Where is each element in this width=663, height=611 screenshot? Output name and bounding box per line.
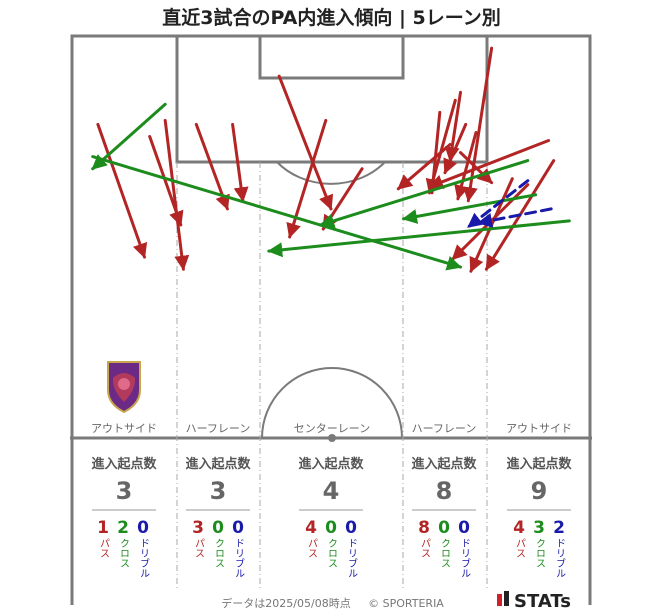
lane-stat-outside-right: 進入起点数 9 4 3 2 パス クロス ドリブル [506,456,572,578]
cross-arrow [267,219,571,258]
pass-label: パス [98,538,110,558]
pass-count: 8 [418,518,430,538]
pass-arrow [96,122,148,259]
pass-arrow [427,139,551,189]
cross-arrow [319,159,530,229]
pass-label: パス [514,538,526,558]
cross-label: クロス [213,538,224,568]
lane-stat-half-left: 進入起点数 3 3 0 0 パス クロス ドリブル [185,456,251,578]
cross-count: 0 [325,518,337,538]
lane-name: ハーフレーン [186,422,251,435]
center-spot [328,434,336,442]
lane-name: センターレーン [294,422,370,435]
dribble-label: ドリブル [346,538,358,578]
pass-count: 3 [192,518,204,538]
pass-arrow [396,143,452,191]
chart-title: 直近3試合のPA内進入傾向 | 5レーン別 [162,6,501,29]
dribble-count: 0 [458,518,470,538]
arrow-layer [91,46,571,273]
stat-count: 4 [323,477,340,505]
lane-stat-center: 進入起点数 4 4 0 0 パス クロス ドリブル [298,456,364,578]
cross-count: 3 [533,518,545,538]
lane-name: アウトサイド [91,422,157,435]
penalty-area [175,34,489,164]
cross-count: 0 [438,518,450,538]
cross-label: クロス [534,538,545,568]
lane-names: アウトサイド ハーフレーン センターレーン ハーフレーン アウトサイド [91,422,572,435]
pass-label: パス [306,538,318,558]
pass-arrow [277,74,334,211]
dribble-label: ドリブル [459,538,471,578]
stat-count: 9 [531,477,548,505]
pass-arrow [163,118,190,271]
pass-arrow [444,90,462,163]
dribble-arrow [466,179,530,229]
dribble-label: ドリブル [554,538,566,578]
stat-label: 進入起点数 [506,456,572,472]
lane-stat-outside-left: 進入起点数 3 1 2 0 パス クロス ドリブル [91,456,157,578]
brand-name: STATs [514,591,571,611]
cross-arrow [402,193,538,224]
stat-count: 3 [210,477,227,505]
pass-count: 4 [513,518,525,538]
dribble-count: 2 [553,518,565,538]
dribble-arrow [477,207,553,228]
stat-label: 進入起点数 [411,456,477,472]
pass-label: パス [193,538,205,558]
stats-logo-icon [497,591,509,606]
stat-label: 進入起点数 [298,456,364,472]
lane-name: アウトサイド [506,422,572,435]
lane-stat-half-right: 進入起点数 8 8 0 0 パス クロス ドリブル [411,456,477,578]
footer: データは2025/05/08時点 © SPORTERIA STATs [221,591,571,611]
lane-name: ハーフレーン [412,422,477,435]
cross-label: クロス [439,538,450,568]
pass-count: 4 [305,518,317,538]
pass-arrow [321,167,364,231]
pass-arrow [231,122,249,203]
pass-label: パス [419,538,431,558]
dribble-count: 0 [232,518,244,538]
data-date-note: データは2025/05/08時点 [221,596,350,610]
stat-label: 進入起点数 [91,456,157,472]
dribble-count: 0 [345,518,357,538]
pitch-outline [70,34,592,605]
stat-count: 8 [436,477,453,505]
stat-label: 進入起点数 [185,456,251,472]
cross-label: クロス [326,538,337,568]
stat-count: 3 [116,477,133,505]
cross-label: クロス [118,538,129,568]
center-circle [261,367,403,439]
dribble-count: 0 [137,518,149,538]
goal-area [258,34,405,80]
pass-arrow [454,131,478,201]
cross-arrow [91,155,462,271]
pass-arrow [462,46,494,203]
dribble-label: ドリブル [233,538,245,578]
pitch-boundary [70,34,592,440]
pass-count: 1 [97,518,109,538]
cross-arrow [91,102,167,171]
cross-count: 0 [212,518,224,538]
club-crest-icon [107,361,141,414]
lane-stats: 進入起点数 3 1 2 0 パス クロス ドリブル 進入起点数 3 3 0 0 … [91,456,572,578]
cross-count: 2 [117,518,129,538]
copyright-text: © SPORTERIA [368,597,444,610]
pass-arrow [443,122,468,175]
dribble-label: ドリブル [138,538,150,578]
penalty-arc [276,161,386,185]
pass-arrow [469,177,514,273]
